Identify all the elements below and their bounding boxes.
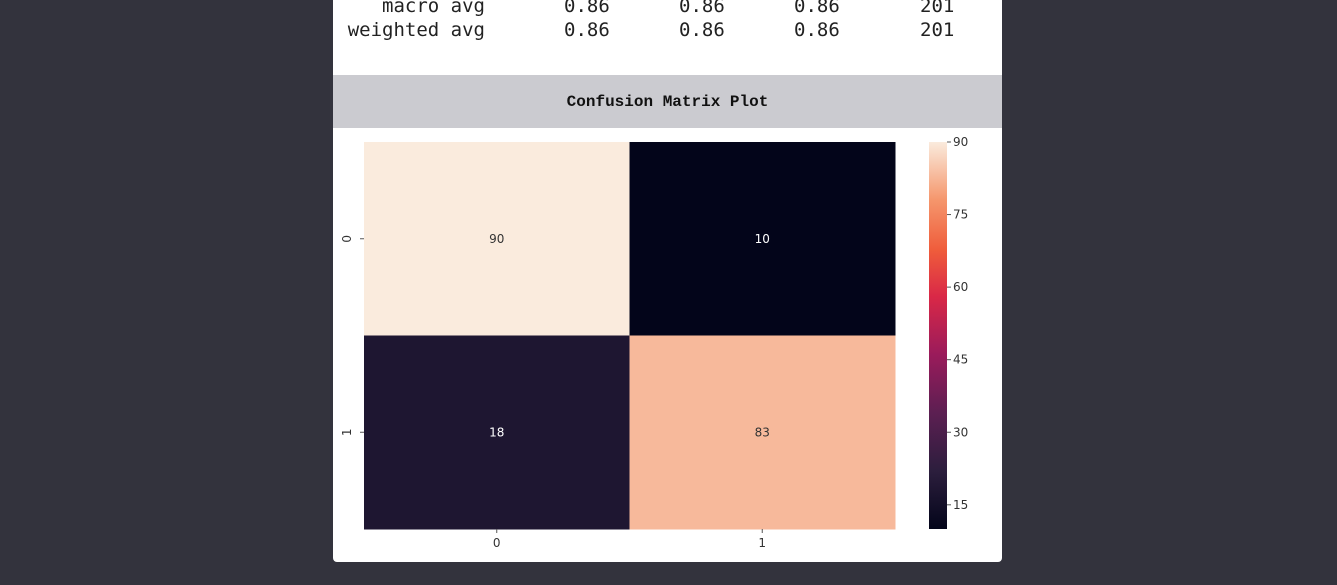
colorbar-tick-label: 15	[953, 498, 968, 512]
output-panel: macro avg 0.86 0.86 0.86 201 weighted av…	[333, 0, 1002, 562]
colorbar-tick-label: 45	[953, 353, 968, 367]
heatmap-cell	[629, 142, 896, 336]
colorbar-gradient	[929, 142, 947, 529]
colorbar-tick-label: 30	[953, 425, 968, 439]
x-tick-label: 1	[758, 536, 766, 550]
report-row-label: weighted avg	[347, 19, 485, 41]
cell-value-label: 83	[755, 425, 770, 439]
cell-value-label: 10	[755, 232, 770, 246]
y-tick-label: 0	[340, 235, 354, 243]
report-f1: 0.86	[794, 0, 840, 17]
colorbar-tick-label: 60	[953, 280, 968, 294]
report-precision: 0.86	[564, 19, 610, 41]
report-precision: 0.86	[564, 0, 610, 17]
cell-value-label: 18	[489, 425, 504, 439]
report-support: 201	[920, 0, 955, 17]
report-row-macro-avg: macro avg 0.86 0.86 0.86 201	[333, 0, 1002, 19]
heatmap-cell	[364, 335, 630, 530]
report-row-weighted-avg: weighted avg 0.86 0.86 0.86 201	[333, 19, 1002, 43]
colorbar-tick-label: 90	[953, 135, 968, 149]
heatmap-cell	[364, 142, 630, 336]
x-tick-label: 0	[493, 536, 501, 550]
section-header: Confusion Matrix Plot	[333, 75, 1002, 128]
report-recall: 0.86	[679, 0, 725, 17]
classification-report: macro avg 0.86 0.86 0.86 201 weighted av…	[333, 0, 1002, 75]
report-f1: 0.86	[794, 19, 840, 41]
report-recall: 0.86	[679, 19, 725, 41]
report-support: 201	[920, 19, 955, 41]
cell-value-label: 90	[489, 232, 504, 246]
report-row-label: macro avg	[382, 0, 485, 17]
y-tick-label: 1	[340, 428, 354, 436]
colorbar-tick-label: 75	[953, 208, 968, 222]
heatmap-cell	[629, 335, 896, 530]
section-title: Confusion Matrix Plot	[566, 92, 769, 111]
